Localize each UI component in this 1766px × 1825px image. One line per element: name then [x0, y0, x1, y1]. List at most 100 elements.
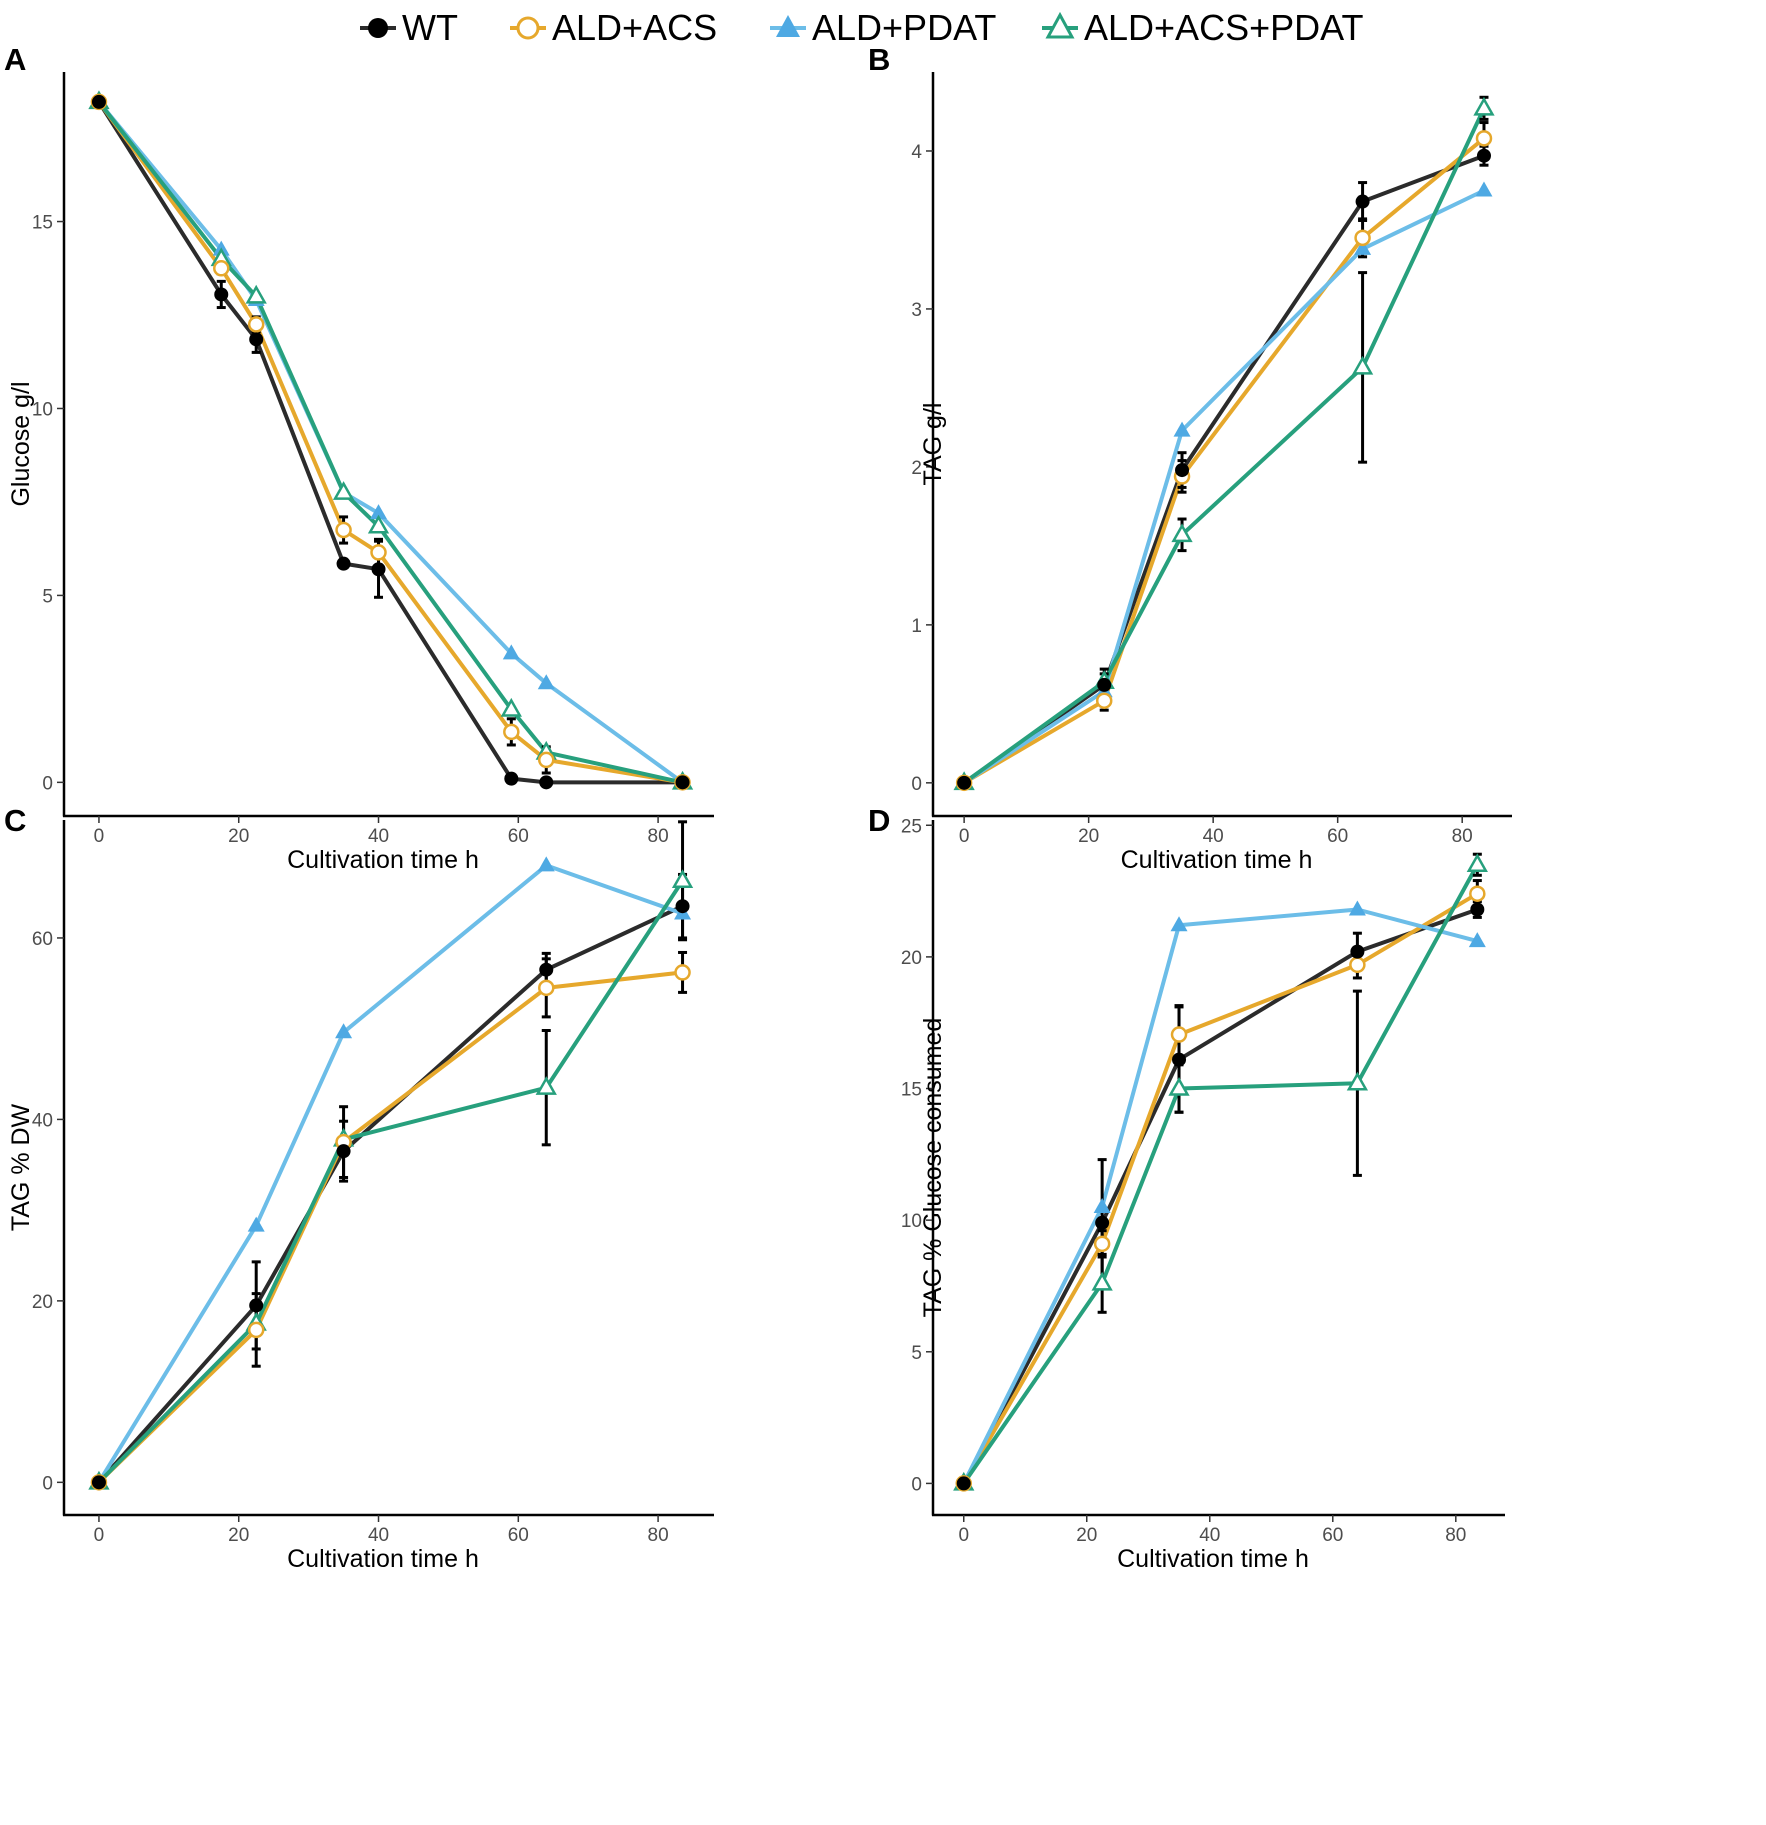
data-point-ald-acs-pdat-a — [500, 697, 522, 717]
data-point-ald-acs-pdat-c — [535, 1076, 557, 1095]
y-tick-label-b: 1 — [911, 616, 922, 637]
x-tick-label-d: 80 — [1445, 1525, 1466, 1546]
data-point-wt-a — [91, 94, 106, 109]
x-tick-label-c: 80 — [648, 1525, 669, 1546]
data-point-wt-a — [336, 556, 351, 571]
x-tick-label-d: 20 — [1076, 1525, 1097, 1546]
x-tick-label-a: 0 — [94, 826, 105, 847]
data-point-ald-acs-a — [247, 316, 265, 333]
data-point-ald-acs-a — [503, 723, 520, 741]
series-line-ald-pdat-a — [96, 99, 685, 785]
data-point-wt-b — [957, 775, 972, 790]
data-point-ald-pdat-d — [1093, 1197, 1111, 1213]
x-tick-label-a: 80 — [648, 826, 669, 847]
data-point-ald-pdat-c — [537, 856, 555, 872]
series-line-ald-pdat-d — [961, 907, 1480, 1486]
y-axis-title-c: TAG % DW — [7, 1103, 35, 1231]
panel-letter-a: A — [4, 42, 26, 77]
data-point-ald-acs-d — [1093, 1235, 1111, 1253]
x-tick-label-a: 60 — [508, 826, 529, 847]
chart-panel-c: C 0 20 40 60 80 0 20 40 60 Cultivation time h TAG %… — [0, 803, 880, 1825]
y-tick-label-a: 0 — [42, 773, 53, 794]
y-tick-label-b: 3 — [911, 300, 922, 321]
chart-svg-c: C 0 20 40 60 80 0 20 40 60 Cultivation time h TAG %… — [4, 803, 714, 1573]
data-point-ald-pdat-b — [1354, 239, 1372, 255]
data-point-ald-acs-a — [538, 751, 555, 769]
y-tick-label-a: 5 — [42, 586, 53, 607]
y-tick-label-b: 2 — [911, 458, 922, 479]
y-tick-label-a: 15 — [32, 213, 53, 234]
data-point-ald-pdat-a — [502, 644, 520, 660]
legend-item-ald-pdat[interactable]: ALD+PDAT — [768, 6, 996, 50]
y-tick-label-c: 60 — [32, 929, 53, 950]
data-point-ald-pdat-a — [370, 504, 388, 520]
legend-label-ald-acs-pdat: ALD+ACS+PDAT — [1084, 7, 1364, 48]
data-point-wt-c — [249, 1298, 264, 1313]
data-point-ald-acs-pdat-a — [332, 481, 355, 500]
legend-item-ald-acs[interactable]: ALD+ACS — [508, 6, 717, 50]
data-point-wt-a — [249, 332, 264, 347]
data-point-ald-pdat-b — [1173, 421, 1191, 437]
x-tick-label-c: 20 — [228, 1525, 249, 1546]
data-point-ald-acs-a — [213, 260, 230, 277]
chart-panel-b: B 0 20 40 60 80 0 1 2 3 4 Cultivation time h TAG g/l — [868, 42, 1766, 948]
data-point-ald-pdat-d — [1468, 932, 1486, 948]
y-axis-title-d: TAG % Glucose consumed — [919, 1018, 947, 1318]
x-axis-title-b: Cultivation time h — [1121, 846, 1313, 874]
data-point-ald-acs-b — [1475, 130, 1493, 147]
data-point-ald-acs-pdat-d — [1091, 1271, 1113, 1291]
data-point-wt-a — [371, 562, 386, 577]
data-point-ald-acs-pdat-a — [245, 284, 267, 304]
legend-marker-ald-acs — [510, 16, 546, 40]
data-point-ald-acs-pdat-b — [1351, 355, 1374, 375]
data-point-ald-pdat-c — [335, 1023, 353, 1039]
data-point-wt-b — [1355, 194, 1370, 209]
data-point-wt-c — [675, 899, 690, 914]
y-tick-label-c: 40 — [32, 1110, 53, 1131]
x-tick-label-a: 20 — [228, 826, 249, 847]
data-point-ald-acs-pdat-d — [1168, 1076, 1190, 1096]
legend-marker-wt — [360, 18, 396, 38]
series-line-ald-acs-a — [96, 99, 685, 785]
y-tick-label-d: 25 — [901, 816, 922, 837]
data-point-ald-acs-pdat-b — [1473, 96, 1495, 116]
data-point-ald-acs-pdat-a — [367, 514, 390, 534]
data-point-wt-a — [214, 287, 229, 302]
y-tick-label-d: 5 — [911, 1343, 922, 1364]
y-tick-label-d: 10 — [901, 1211, 922, 1232]
data-point-wt-b — [1097, 677, 1112, 692]
data-point-wt-d — [1095, 1215, 1110, 1230]
data-point-ald-acs-pdat-d — [1346, 1071, 1369, 1091]
series-line-ald-acs-pdat-d — [961, 862, 1480, 1486]
data-point-ald-acs-d — [1469, 885, 1486, 902]
data-point-ald-acs-d — [1349, 956, 1366, 974]
series-line-ald-acs-b — [962, 136, 1486, 785]
y-tick-label-b: 0 — [911, 774, 922, 795]
data-point-wt-d — [956, 1476, 971, 1491]
data-point-ald-acs-c — [247, 1321, 265, 1339]
data-point-ald-acs-d — [1170, 1026, 1188, 1043]
x-axis-title-d: Cultivation time h — [1117, 1545, 1309, 1573]
series-line-ald-acs-pdat-c — [96, 878, 685, 1485]
x-tick-label-b: 80 — [1452, 826, 1473, 847]
x-tick-label-b: 40 — [1203, 826, 1224, 847]
data-point-ald-acs-a — [335, 521, 352, 539]
data-point-wt-a — [675, 775, 690, 790]
data-point-wt-c — [539, 962, 554, 977]
data-point-ald-pdat-a — [537, 674, 555, 690]
data-point-wt-c — [91, 1475, 106, 1490]
data-point-wt-d — [1470, 902, 1485, 917]
y-tick-label-c: 20 — [32, 1292, 53, 1313]
legend-item-wt[interactable]: WT — [358, 6, 458, 50]
data-point-ald-pdat-c — [247, 1216, 265, 1232]
series-line-wt-d — [961, 907, 1480, 1486]
chart-panel-d: D 0 20 40 60 80 0 5 10 15 20 25 Cultivation time h TA… — [868, 803, 1766, 1825]
data-point-wt-c — [336, 1144, 351, 1159]
data-point-ald-acs-pdat-b — [1171, 523, 1193, 543]
series-line-ald-acs-pdat-b — [962, 106, 1486, 785]
data-point-ald-pdat-b — [1475, 181, 1493, 197]
legend-item-ald-acs-pdat[interactable]: ALD+ACS+PDAT — [1040, 6, 1363, 50]
legend-label-ald-acs: ALD+ACS — [552, 7, 718, 48]
data-point-wt-a — [539, 775, 554, 790]
chart-svg-b: B 0 20 40 60 80 0 1 2 3 4 Cultivation time h TAG g/l — [868, 42, 1512, 874]
